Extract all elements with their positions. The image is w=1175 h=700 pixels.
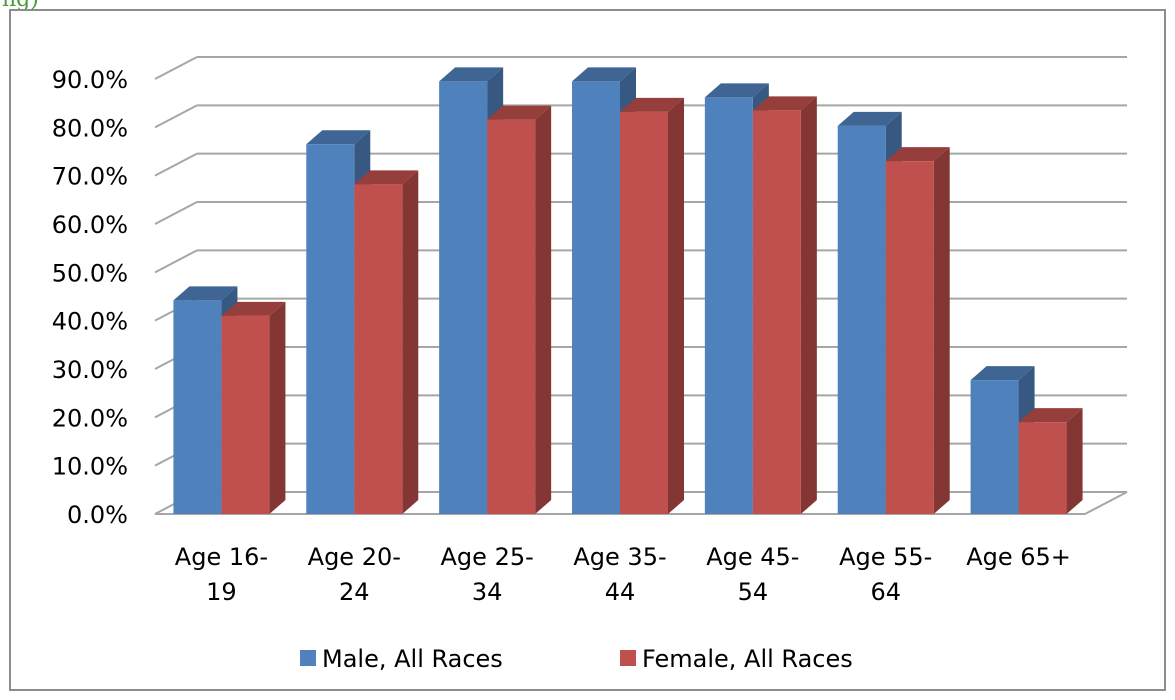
bar-top-face bbox=[221, 301, 286, 316]
gridline-diagonal bbox=[154, 201, 198, 225]
bar-side-face bbox=[668, 97, 684, 514]
y-tick-label: 0.0% bbox=[67, 501, 128, 529]
bar-front-face bbox=[885, 161, 934, 514]
y-tick-label: 90.0% bbox=[52, 66, 128, 94]
bar-front-face bbox=[970, 380, 1019, 514]
bar-top-face bbox=[752, 96, 817, 111]
bar-front-face bbox=[487, 119, 536, 514]
bar-top-face bbox=[354, 170, 419, 185]
bar-top-face bbox=[572, 67, 636, 82]
plot-area: 0.0% 10.0% 20.0% 30.0% 40.0% 50.0% 60.0% 70.0% 8… bbox=[52, 56, 1128, 606]
bar-front-face bbox=[752, 110, 801, 515]
bar bbox=[752, 96, 817, 515]
legend: Male, All Races Female, All Races bbox=[300, 645, 853, 673]
x-tick-label: Age 16-19 bbox=[175, 543, 268, 606]
x-tick-label: Age 25-34 bbox=[441, 543, 534, 606]
bar-front-face bbox=[704, 97, 753, 514]
bar-side-face bbox=[800, 96, 817, 515]
bar-top-face bbox=[306, 130, 371, 145]
bar-side-face bbox=[933, 147, 950, 514]
gridline-diagonal bbox=[154, 56, 198, 80]
bar-front-face bbox=[1018, 422, 1067, 514]
bar-top-face bbox=[487, 105, 552, 120]
y-tick-label: 80.0% bbox=[52, 114, 128, 142]
bar-top-face bbox=[704, 83, 769, 98]
bar-front-face bbox=[439, 81, 488, 515]
y-tick-label: 50.0% bbox=[52, 259, 128, 287]
bar-top-face bbox=[173, 286, 238, 301]
bar-top-face bbox=[439, 67, 504, 82]
bar-top-face bbox=[885, 147, 950, 162]
bar bbox=[885, 147, 950, 514]
page-heading: ng) bbox=[2, 0, 39, 12]
bar-top-face bbox=[970, 366, 1035, 381]
bar-top-face bbox=[620, 97, 684, 112]
bar bbox=[487, 105, 552, 514]
bar bbox=[1018, 408, 1083, 514]
bar-front-face bbox=[173, 300, 222, 514]
legend-label: Female, All Races bbox=[642, 645, 853, 673]
bar-front-face bbox=[620, 111, 668, 514]
legend-swatch bbox=[620, 650, 636, 666]
x-tick-label: Age 45-54 bbox=[706, 543, 799, 606]
bar-front-face bbox=[354, 184, 403, 514]
legend-label: Male, All Races bbox=[322, 645, 503, 673]
bar bbox=[354, 170, 419, 514]
bar-side-face bbox=[535, 105, 552, 514]
bar-top-face bbox=[1018, 408, 1083, 423]
x-tick-label: Age 20-24 bbox=[308, 543, 401, 606]
bar bbox=[221, 301, 286, 514]
legend-item: Male, All Races bbox=[300, 645, 503, 673]
y-tick-label: 60.0% bbox=[52, 211, 128, 239]
gridline-diagonal bbox=[154, 152, 198, 177]
bar-front-face bbox=[837, 125, 886, 514]
y-tick-label: 10.0% bbox=[52, 453, 128, 481]
bar-front-face bbox=[221, 315, 270, 514]
y-tick-label: 70.0% bbox=[52, 163, 128, 191]
bar-front-face bbox=[572, 81, 620, 515]
x-tick-label: Age 55-64 bbox=[839, 543, 932, 606]
bar-top-face bbox=[837, 111, 902, 126]
gridline-diagonal bbox=[154, 249, 198, 274]
legend-item: Female, All Races bbox=[620, 645, 853, 673]
y-tick-label: 40.0% bbox=[52, 308, 128, 336]
y-tick-label: 20.0% bbox=[52, 404, 128, 432]
y-tick-label: 30.0% bbox=[52, 356, 128, 384]
legend-swatch bbox=[300, 650, 316, 666]
bar-front-face bbox=[306, 144, 355, 514]
bar-side-face bbox=[269, 301, 286, 514]
x-tick-label: Age 65+ bbox=[966, 543, 1071, 571]
x-tick-label: Age 35-44 bbox=[573, 543, 666, 606]
bar-side-face bbox=[402, 170, 419, 514]
bar-side-face bbox=[1066, 408, 1083, 514]
bar bbox=[620, 97, 684, 514]
gridline-diagonal bbox=[154, 104, 198, 129]
